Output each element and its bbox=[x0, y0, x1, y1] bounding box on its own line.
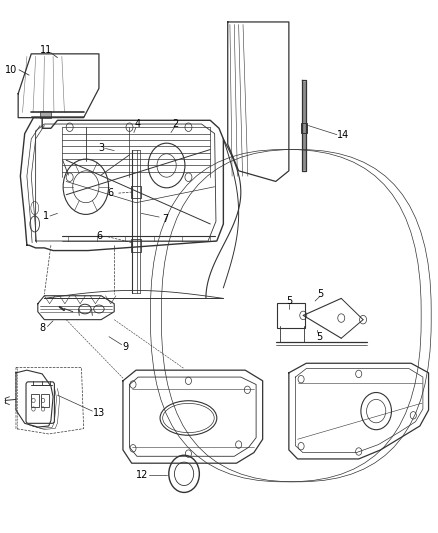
Bar bbox=[31, 394, 39, 407]
Text: 1: 1 bbox=[42, 211, 49, 221]
Text: 5: 5 bbox=[318, 289, 324, 299]
Text: 6: 6 bbox=[96, 231, 102, 241]
Text: 11: 11 bbox=[39, 45, 52, 55]
Text: 4: 4 bbox=[134, 119, 141, 129]
Text: 6: 6 bbox=[107, 188, 113, 198]
Bar bbox=[40, 111, 51, 118]
Text: 5: 5 bbox=[286, 296, 292, 306]
Bar bbox=[41, 394, 49, 407]
Text: 2: 2 bbox=[172, 119, 178, 129]
Text: 12: 12 bbox=[136, 470, 148, 480]
Bar bbox=[131, 239, 141, 252]
Bar bbox=[301, 123, 307, 133]
Text: 10: 10 bbox=[5, 65, 17, 75]
Bar bbox=[131, 185, 141, 198]
Text: 14: 14 bbox=[337, 130, 350, 140]
Text: 13: 13 bbox=[93, 408, 105, 418]
Text: 8: 8 bbox=[39, 322, 46, 333]
Text: 9: 9 bbox=[122, 342, 128, 352]
Text: 5: 5 bbox=[316, 332, 322, 342]
Text: 3: 3 bbox=[98, 143, 104, 154]
Text: 7: 7 bbox=[162, 214, 169, 224]
